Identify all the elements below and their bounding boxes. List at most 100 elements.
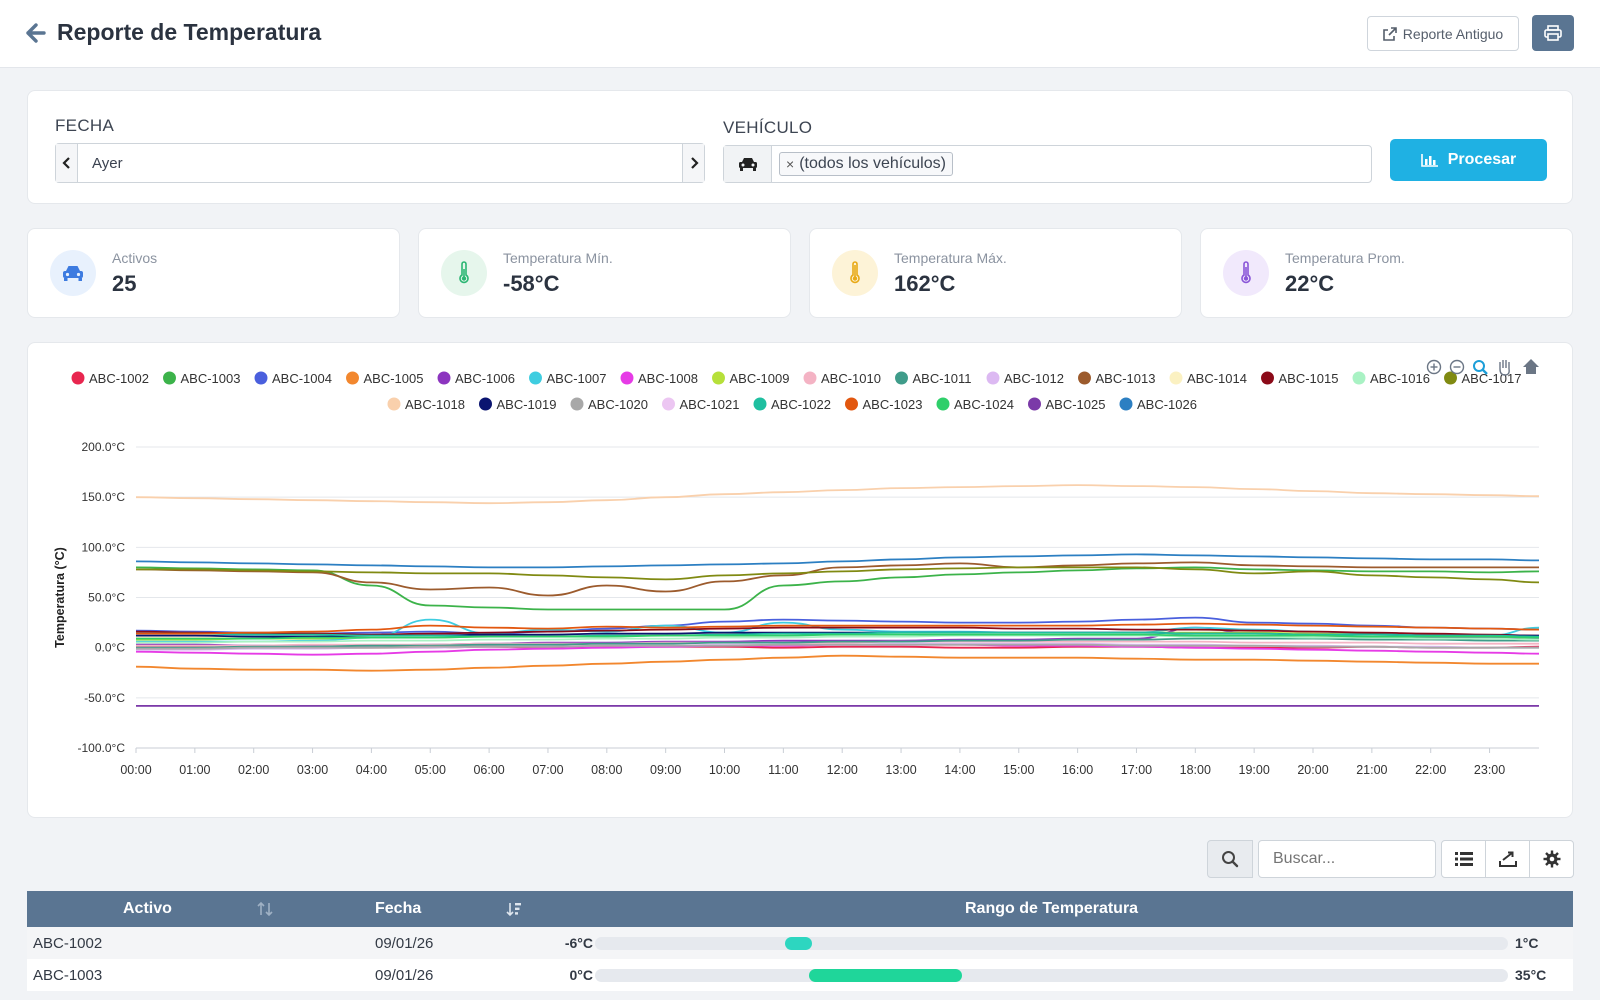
legend-item[interactable]: ABC-1007 bbox=[529, 371, 606, 386]
chart-series bbox=[135, 484, 1540, 707]
stat-card-min-temp: Temperatura Mín. -58°C bbox=[418, 228, 791, 318]
legend-label: ABC-1018 bbox=[405, 397, 465, 412]
legend-label: ABC-1005 bbox=[364, 371, 424, 386]
zoom-select-icon[interactable] bbox=[1473, 360, 1488, 375]
reset-home-icon[interactable] bbox=[1523, 359, 1539, 374]
legend-item[interactable]: ABC-1006 bbox=[437, 371, 515, 386]
legend-item[interactable]: ABC-1014 bbox=[1169, 371, 1247, 386]
series-line-abc-1011 bbox=[136, 637, 1539, 649]
legend-item[interactable]: ABC-1021 bbox=[662, 397, 739, 412]
stat-value: 25 bbox=[112, 271, 137, 296]
legend-item[interactable]: ABC-1018 bbox=[387, 397, 465, 412]
column-header-asset[interactable]: Activo bbox=[123, 900, 172, 917]
legend-label: ABC-1019 bbox=[497, 397, 557, 412]
legend-item[interactable]: ABC-1015 bbox=[1261, 371, 1338, 386]
stat-icon-wrap bbox=[1223, 250, 1269, 296]
stat-card-max-temp: Temperatura Máx. 162°C bbox=[809, 228, 1182, 318]
series-line-abc-1010 bbox=[136, 640, 1539, 647]
car-icon bbox=[738, 158, 757, 171]
vehicle-label: VEHÍCULO bbox=[723, 118, 813, 137]
table-actions bbox=[1441, 840, 1574, 878]
process-button[interactable]: Procesar bbox=[1390, 139, 1547, 181]
sort-icon[interactable] bbox=[257, 901, 273, 917]
date-next-button[interactable] bbox=[682, 144, 704, 182]
stat-label: Temperatura Máx. bbox=[894, 250, 1007, 266]
tool-ring bbox=[1449, 359, 1465, 375]
legend-item[interactable]: ABC-1003 bbox=[163, 371, 240, 386]
series-line-abc-1023 bbox=[136, 622, 1540, 635]
x-tick-label: 09:00 bbox=[650, 763, 681, 777]
range-track bbox=[595, 937, 1508, 950]
legend-item[interactable]: ABC-1011 bbox=[895, 371, 972, 386]
export-button[interactable] bbox=[1486, 841, 1530, 877]
legend-item[interactable]: ABC-1004 bbox=[254, 371, 332, 386]
table-row[interactable]: ABC-1003 09/01/26 0°C 35°C bbox=[27, 959, 1573, 991]
legend-item[interactable]: ABC-1012 bbox=[986, 371, 1064, 386]
stat-value: -58°C bbox=[503, 271, 560, 296]
stat-label: Temperatura Mín. bbox=[503, 250, 613, 266]
table-search-input[interactable] bbox=[1258, 840, 1436, 878]
x-tick-label: 02:00 bbox=[238, 763, 269, 777]
legend-swatch bbox=[1352, 371, 1366, 385]
series-line-abc-1020 bbox=[136, 643, 1539, 650]
range-max: 1°C bbox=[1515, 935, 1539, 951]
legend-label: ABC-1026 bbox=[1137, 397, 1197, 412]
legend-swatch bbox=[387, 397, 401, 411]
y-tick-label: 0.0°C bbox=[95, 641, 125, 655]
old-report-button[interactable]: Reporte Antiguo bbox=[1367, 16, 1519, 51]
bar-chart-icon bbox=[1420, 154, 1438, 167]
chevron-right-icon bbox=[690, 157, 699, 169]
legend-item[interactable]: ABC-1008 bbox=[620, 371, 698, 386]
series-line-abc-1005 bbox=[135, 654, 1539, 672]
legend-swatch bbox=[662, 397, 675, 411]
legend-item[interactable]: ABC-1016 bbox=[1352, 371, 1430, 386]
x-tick-label: 17:00 bbox=[1121, 763, 1152, 777]
legend-item[interactable]: ABC-1013 bbox=[1078, 371, 1155, 386]
series-line-abc-1018 bbox=[135, 484, 1540, 505]
list-icon bbox=[1454, 852, 1473, 866]
table-search-button[interactable] bbox=[1207, 840, 1253, 878]
vehicle-addon bbox=[724, 146, 772, 182]
print-button[interactable] bbox=[1532, 15, 1574, 51]
legend-swatch bbox=[895, 371, 908, 385]
legend-label: ABC-1007 bbox=[547, 371, 607, 386]
legend-swatch bbox=[1261, 371, 1274, 385]
table-row[interactable]: ABC-1002 09/01/26 -6°C 1°C bbox=[27, 927, 1573, 959]
filter-panel: FECHA VEHÍCULO × (todos los vehículos) bbox=[27, 90, 1573, 204]
legend-item[interactable]: ABC-1010 bbox=[803, 371, 881, 386]
legend-label: ABC-1006 bbox=[455, 371, 515, 386]
stat-label: Temperatura Prom. bbox=[1285, 250, 1405, 266]
table-header: Activo Fecha Rango de Temperatura bbox=[27, 891, 1573, 927]
x-tick-label: 20:00 bbox=[1297, 763, 1328, 777]
legend-item[interactable]: ABC-1002 bbox=[71, 371, 149, 386]
stat-value: 22°C bbox=[1285, 271, 1335, 296]
legend-item[interactable]: ABC-1022 bbox=[753, 397, 831, 412]
legend-item[interactable]: ABC-1024 bbox=[936, 397, 1014, 412]
legend-item[interactable]: ABC-1026 bbox=[1119, 397, 1197, 412]
list-view-button[interactable] bbox=[1442, 841, 1486, 877]
legend-item[interactable]: ABC-1023 bbox=[845, 397, 922, 412]
x-tick-label: 14:00 bbox=[944, 763, 975, 777]
legend-item[interactable]: ABC-1009 bbox=[712, 371, 789, 386]
tag-remove-icon[interactable]: × bbox=[786, 156, 795, 172]
sort-desc-icon[interactable] bbox=[506, 901, 522, 917]
legend-item[interactable]: ABC-1019 bbox=[479, 397, 556, 412]
date-prev-button[interactable] bbox=[56, 144, 78, 182]
print-icon bbox=[1544, 25, 1562, 41]
x-tick-label: 07:00 bbox=[532, 763, 563, 777]
y-tick-label: -50.0°C bbox=[84, 691, 125, 705]
cell-asset: ABC-1002 bbox=[33, 935, 103, 952]
pan-hand-icon[interactable] bbox=[1499, 360, 1510, 376]
back-button[interactable] bbox=[24, 20, 48, 46]
zoom-in-icon[interactable] bbox=[1426, 359, 1442, 375]
date-input[interactable] bbox=[78, 144, 682, 182]
legend-label: ABC-1014 bbox=[1187, 371, 1247, 386]
thermometer-icon bbox=[459, 261, 469, 284]
legend-item[interactable]: ABC-1020 bbox=[570, 397, 648, 412]
zoom-out-icon[interactable] bbox=[1449, 359, 1465, 375]
column-header-date[interactable]: Fecha bbox=[375, 900, 422, 917]
legend-item[interactable]: ABC-1005 bbox=[346, 371, 423, 386]
settings-button[interactable] bbox=[1530, 841, 1573, 877]
legend-item[interactable]: ABC-1025 bbox=[1028, 397, 1105, 412]
vehicle-select[interactable]: × (todos los vehículos) bbox=[723, 145, 1372, 183]
